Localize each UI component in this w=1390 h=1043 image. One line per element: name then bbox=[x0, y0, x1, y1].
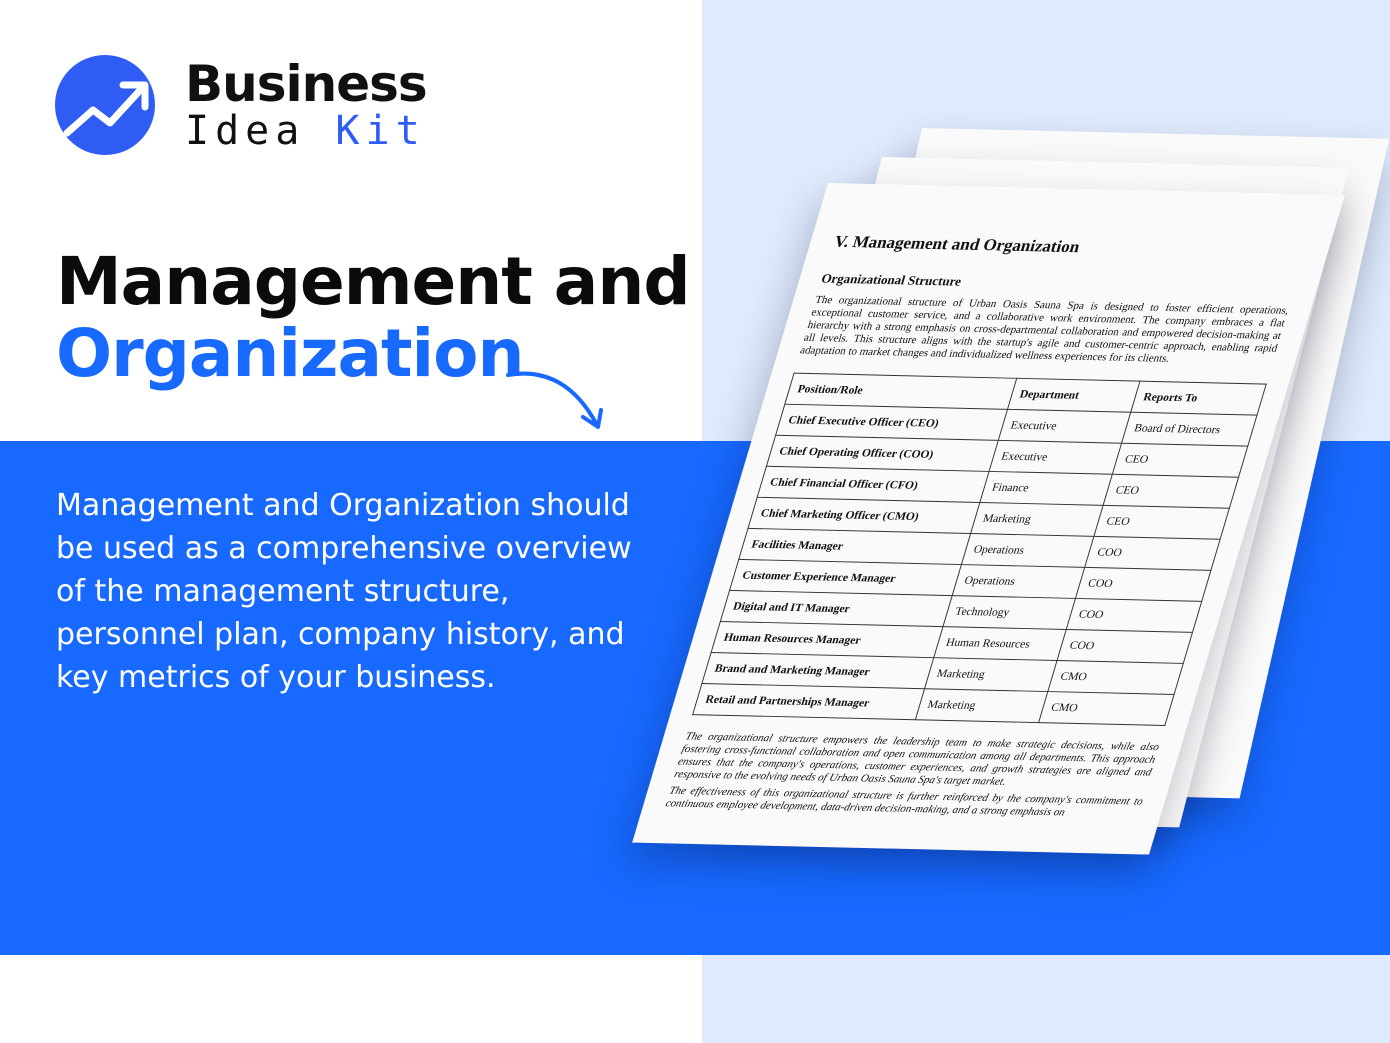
table-cell: Chief Operating Officer (COO) bbox=[766, 435, 998, 472]
table-cell: Executive bbox=[988, 440, 1122, 475]
table-cell: Finance bbox=[979, 471, 1113, 506]
table-cell: CEO bbox=[1112, 443, 1248, 478]
table-cell: Marketing bbox=[970, 502, 1103, 537]
table-cell: Chief Executive Officer (CEO) bbox=[775, 404, 1008, 441]
doc-title: V. Management and Organization bbox=[831, 232, 1083, 257]
table-cell: Executive bbox=[997, 409, 1131, 444]
title-line-1: Management and bbox=[56, 243, 691, 320]
table-cell: Customer Experience Manager bbox=[729, 559, 961, 596]
logo-idea: Idea bbox=[185, 108, 306, 154]
table-cell: Human Resources Manager bbox=[711, 621, 943, 658]
table-cell: Digital and IT Manager bbox=[720, 590, 952, 627]
doc-footer-2: The effectiveness of this organizational… bbox=[664, 784, 1145, 819]
org-table: Position/Role Department Reports To Chie… bbox=[692, 373, 1267, 726]
table-cell: COO bbox=[1066, 598, 1202, 633]
description: Management and Organization should be us… bbox=[56, 488, 632, 695]
table-cell: Human Resources bbox=[933, 626, 1067, 661]
doc-footer-1: The organizational structure empowers th… bbox=[672, 730, 1161, 788]
col-header: Department bbox=[1007, 378, 1140, 413]
trend-arrow-icon bbox=[55, 55, 155, 155]
table-cell: Board of Directors bbox=[1121, 412, 1257, 447]
table-cell: CEO bbox=[1102, 474, 1239, 509]
table-cell: Chief Financial Officer (CFO) bbox=[757, 466, 989, 503]
title-line-2: Organization bbox=[56, 315, 524, 392]
curved-arrow-icon bbox=[506, 371, 603, 429]
table-cell: Brand and Marketing Manager bbox=[701, 652, 934, 689]
table-cell: Marketing bbox=[924, 657, 1057, 692]
doc-paragraph: The organizational structure of Urban Oa… bbox=[798, 294, 1291, 365]
col-header: Position/Role bbox=[784, 373, 1017, 410]
table-cell: Chief Marketing Officer (CMO) bbox=[747, 497, 980, 534]
table-cell: Facilities Manager bbox=[738, 528, 971, 565]
table-cell: Marketing bbox=[914, 688, 1048, 723]
logo-business: Business bbox=[185, 55, 428, 113]
table-cell: Operations bbox=[960, 533, 1094, 568]
page-title: Management and Organization bbox=[56, 243, 691, 392]
logo-kit: Kit bbox=[335, 108, 426, 154]
logo: Business Idea Kit bbox=[55, 55, 428, 155]
table-cell: Operations bbox=[951, 564, 1085, 599]
doc-subtitle: Organizational Structure bbox=[819, 270, 964, 289]
table-cell: COO bbox=[1075, 567, 1211, 602]
table-cell: COO bbox=[1056, 629, 1193, 664]
table-cell: CMO bbox=[1047, 660, 1184, 695]
table-cell: Retail and Partnerships Manager bbox=[692, 683, 925, 720]
col-header: Reports To bbox=[1130, 381, 1267, 416]
table-cell: CEO bbox=[1093, 505, 1230, 540]
table-cell: Technology bbox=[942, 595, 1076, 630]
table-cell: COO bbox=[1084, 536, 1221, 571]
table-cell: CMO bbox=[1038, 691, 1175, 726]
